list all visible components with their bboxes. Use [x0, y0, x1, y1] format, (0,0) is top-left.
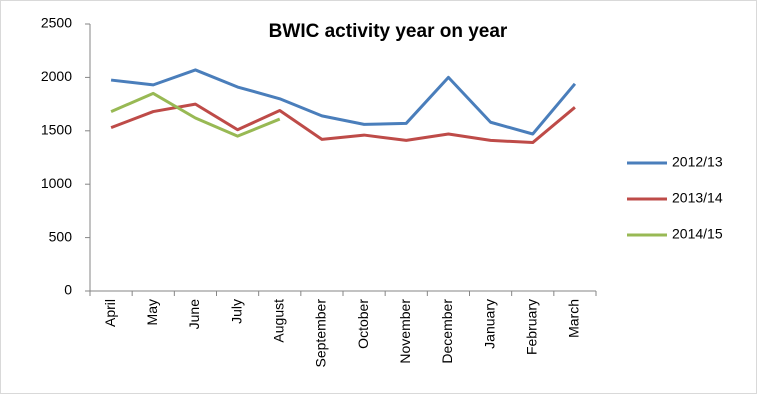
- x-tick-label: December: [439, 299, 455, 364]
- x-tick-label: March: [566, 299, 582, 338]
- x-tick-label: January: [481, 299, 497, 349]
- y-tick-label: 1500: [41, 122, 72, 138]
- series-line: [110, 91, 281, 138]
- series-line: [110, 68, 577, 136]
- y-tick-label: 2000: [41, 68, 72, 84]
- y-tick-label: 500: [49, 228, 73, 244]
- x-tick-label: February: [523, 299, 539, 355]
- x-tick-label: November: [397, 299, 413, 364]
- legend-label: 2012/13: [672, 154, 723, 170]
- x-tick-label: June: [186, 299, 202, 330]
- x-tick-label: August: [270, 299, 286, 343]
- x-tick-label: July: [228, 299, 244, 324]
- x-tick-label: May: [144, 299, 160, 325]
- legend-label: 2014/15: [672, 226, 723, 242]
- y-tick-label: 0: [64, 282, 72, 298]
- y-tick-label: 1000: [41, 175, 72, 191]
- y-tick-label: 2500: [41, 15, 72, 31]
- legend-label: 2013/14: [672, 190, 723, 206]
- chart-title: BWIC activity year on year: [269, 21, 508, 42]
- x-tick-label: October: [355, 299, 371, 349]
- series-line: [110, 102, 576, 145]
- x-tick-label: April: [102, 299, 118, 327]
- x-tick-label: September: [313, 299, 329, 368]
